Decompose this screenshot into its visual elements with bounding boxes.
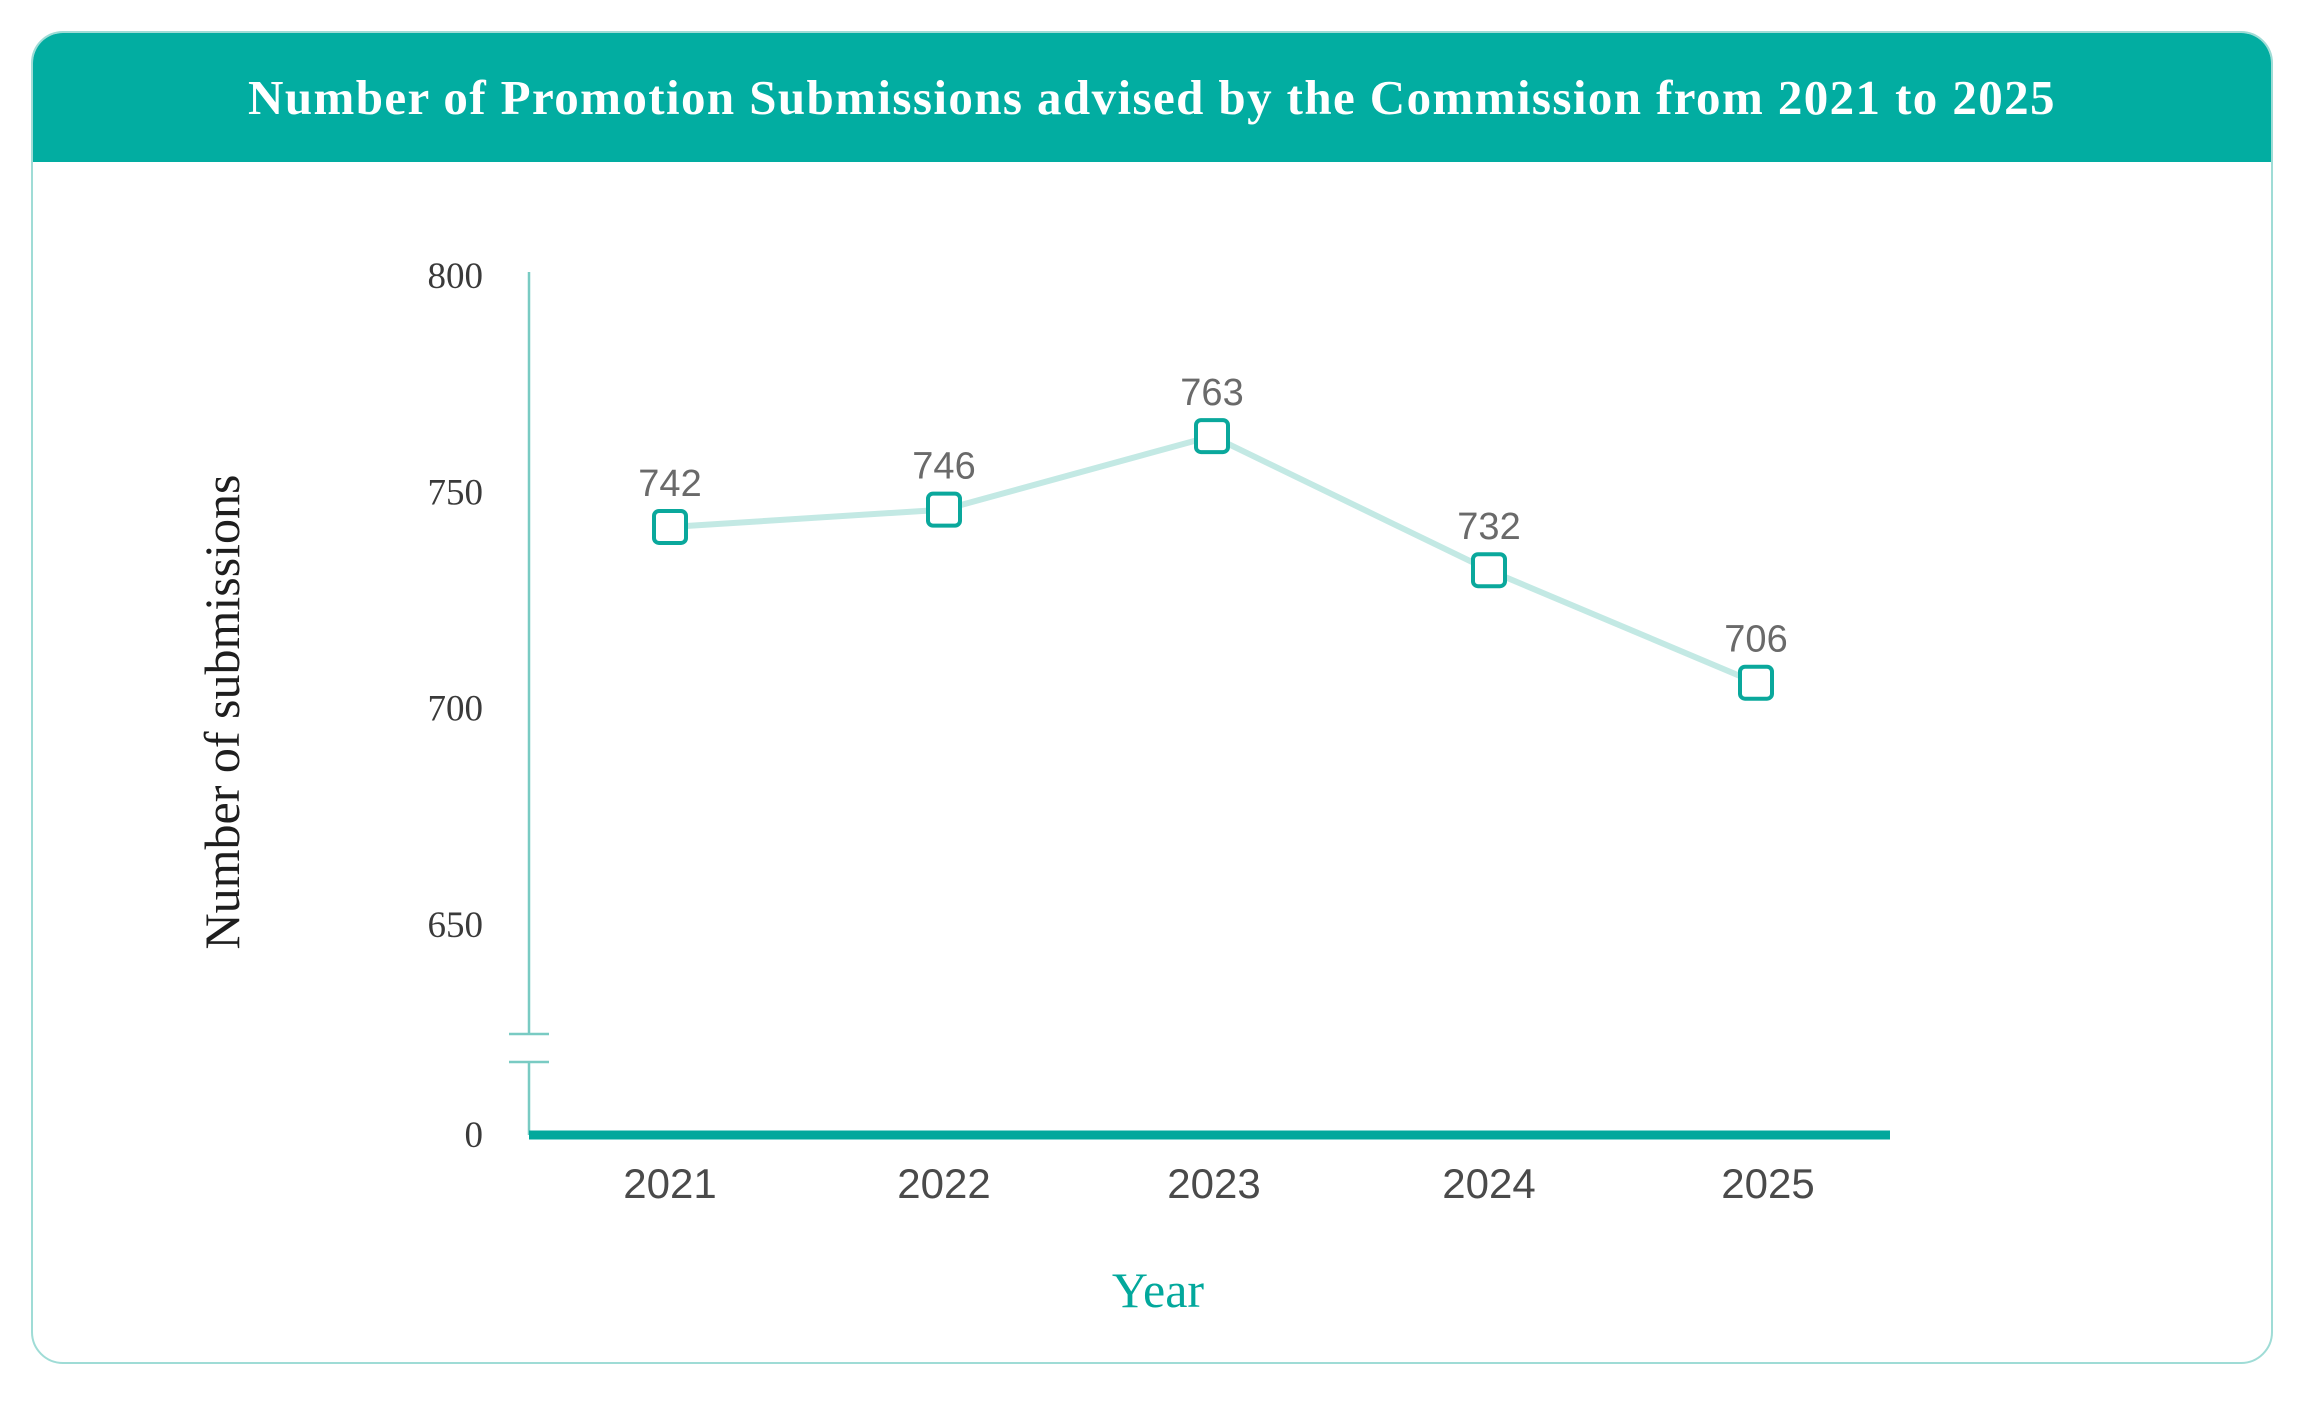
x-axis-title: Year [1112, 1262, 1204, 1318]
y-tick-label: 650 [428, 905, 484, 946]
y-tick-label: 700 [428, 689, 484, 730]
x-tick-label: 2021 [623, 1160, 716, 1207]
y-tick-label: 800 [428, 256, 484, 297]
y-tick-label: 0 [465, 1115, 484, 1156]
data-point-marker [1471, 552, 1507, 589]
data-label: 742 [638, 463, 701, 505]
data-label: 763 [1180, 372, 1243, 414]
data-point-marker [1194, 418, 1230, 455]
chart-title: Number of Promotion Submissions advised … [248, 70, 2056, 125]
chart-header: Number of Promotion Submissions advised … [33, 33, 2271, 162]
x-tick-label: 2022 [897, 1160, 990, 1207]
data-point-marker [652, 508, 688, 545]
data-label: 746 [912, 446, 975, 488]
series-line [669, 433, 1758, 686]
x-tick-label: 2023 [1167, 1160, 1260, 1207]
x-tick-label: 2025 [1721, 1160, 1814, 1207]
chart-card: Number of Promotion Submissions advised … [31, 31, 2273, 1364]
y-tick-label: 750 [428, 472, 484, 513]
y-tick-labels: 800 750 700 650 0 [428, 256, 484, 1156]
data-point-marker [1738, 664, 1774, 701]
x-tick-label: 2024 [1442, 1160, 1535, 1207]
data-label: 732 [1457, 506, 1520, 548]
data-point-marker [926, 491, 962, 528]
data-label: 706 [1724, 619, 1787, 661]
y-axis-title: Number of submissions [194, 475, 250, 950]
x-tick-labels: 2021 2022 2023 2024 2025 [623, 1160, 1814, 1207]
axes [509, 272, 1890, 1140]
series: 742 746 763 732 706 [638, 372, 1788, 701]
